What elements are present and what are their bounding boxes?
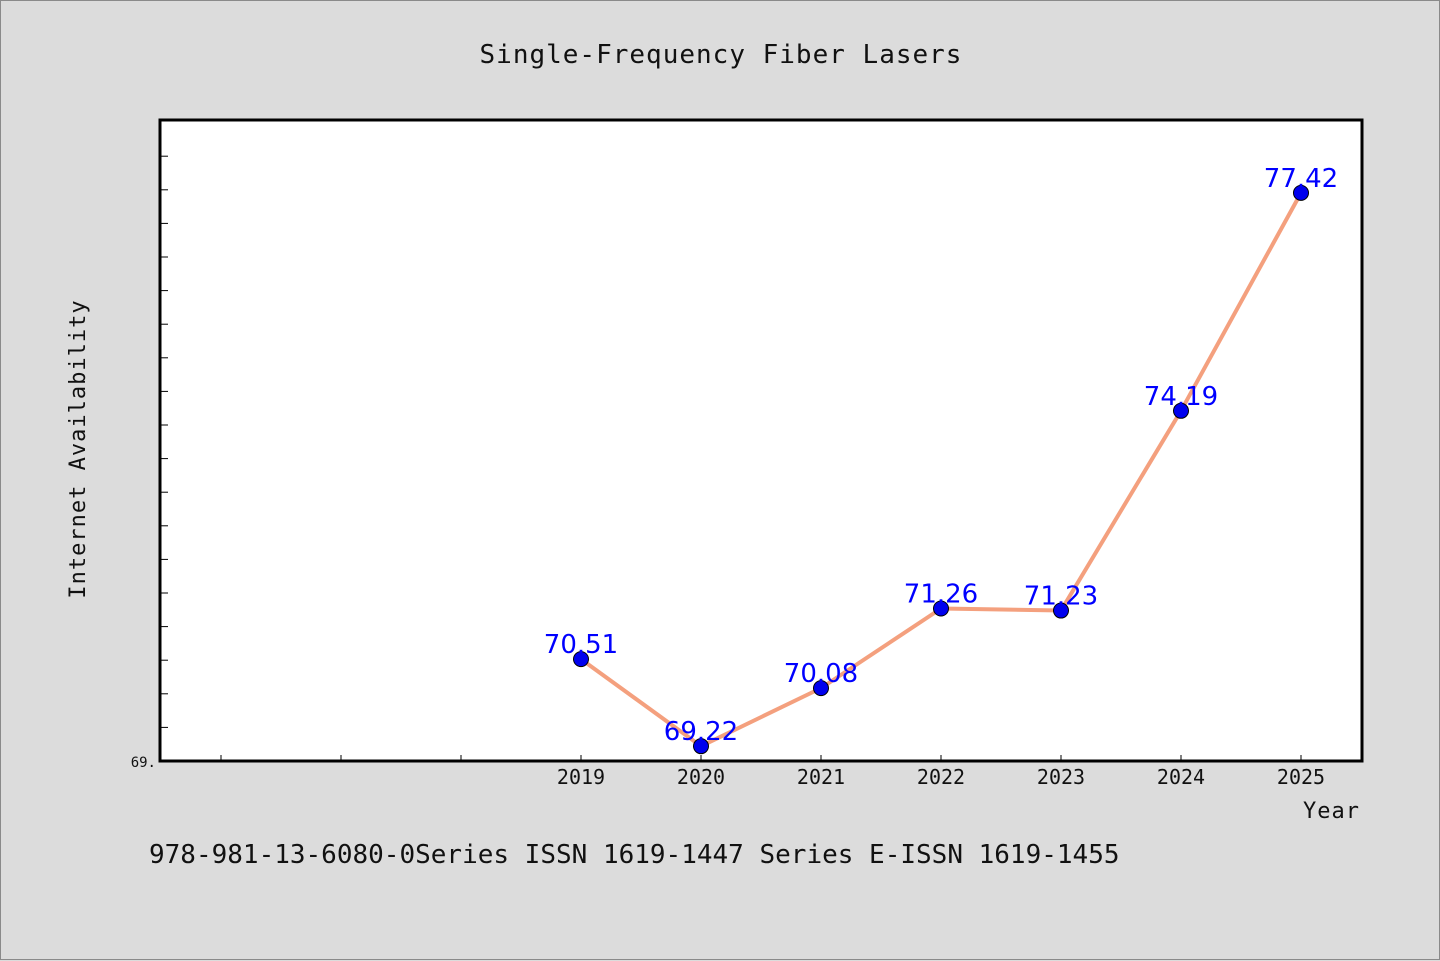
x-tick-label: 2021 [797,765,845,789]
series-group [573,184,1309,755]
data-labels: 70.51 69.22 70.08 71.26 71.23 74.19 77.42 [544,164,1338,747]
x-axis-ticks [220,755,1302,761]
data-point [933,600,949,617]
x-tick-label: 2024 [1157,765,1205,789]
data-label: 71.26 [904,580,978,610]
x-tick-label: 2025 [1277,765,1325,789]
y-axis-title: Internet Availability [66,299,91,598]
y-tick-label: 69. [131,755,156,771]
data-label: 70.08 [784,659,858,689]
y-axis-ticks [160,155,168,762]
data-label: 71.23 [1024,582,1098,612]
data-label: 74.19 [1144,382,1218,412]
x-axis-title: Year [1303,799,1360,824]
data-label: 69.22 [664,717,738,747]
data-point [1293,184,1309,201]
data-point [813,680,829,697]
x-tick-label: 2022 [917,765,965,789]
data-point [573,651,589,668]
x-tick-label: 2023 [1037,765,1085,789]
chart-title: Single-Frequency Fiber Lasers [480,40,963,70]
data-point [1053,602,1069,619]
data-label: 70.51 [544,630,618,660]
footer-isbn-text: 978-981-13-6080-0Series ISSN 1619-1447 S… [149,840,1120,870]
data-label: 77.42 [1264,164,1338,194]
x-axis-tick-labels: 2019 2020 2021 2022 2023 2024 2025 [557,765,1325,789]
data-point [693,738,709,755]
y-axis-tick-labels: 69. [131,755,156,771]
x-tick-label: 2019 [557,765,605,789]
x-tick-label: 2020 [677,765,725,789]
data-point [1173,402,1189,419]
plot-area [158,118,1364,763]
